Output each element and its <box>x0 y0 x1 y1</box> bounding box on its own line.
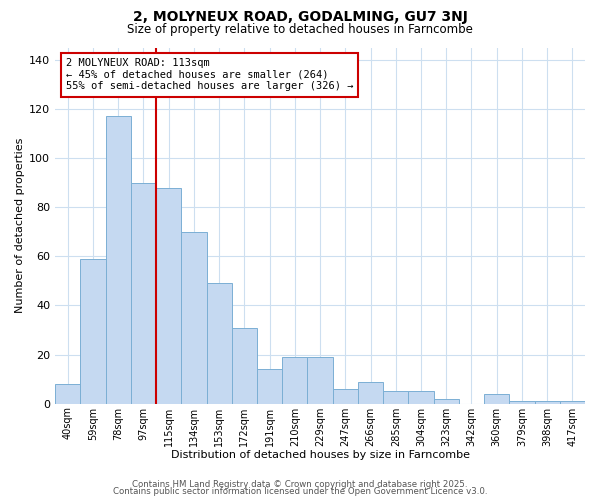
Text: Size of property relative to detached houses in Farncombe: Size of property relative to detached ho… <box>127 22 473 36</box>
Bar <box>484 394 509 404</box>
Bar <box>434 399 459 404</box>
Bar <box>232 328 257 404</box>
Bar <box>358 382 383 404</box>
Bar <box>106 116 131 404</box>
Text: 2, MOLYNEUX ROAD, GODALMING, GU7 3NJ: 2, MOLYNEUX ROAD, GODALMING, GU7 3NJ <box>133 10 467 24</box>
X-axis label: Distribution of detached houses by size in Farncombe: Distribution of detached houses by size … <box>170 450 470 460</box>
Bar <box>509 401 535 404</box>
Bar <box>156 188 181 404</box>
Bar <box>131 182 156 404</box>
Bar <box>206 284 232 404</box>
Bar <box>409 392 434 404</box>
Bar <box>257 370 282 404</box>
Y-axis label: Number of detached properties: Number of detached properties <box>15 138 25 314</box>
Text: Contains public sector information licensed under the Open Government Licence v3: Contains public sector information licen… <box>113 487 487 496</box>
Bar <box>55 384 80 404</box>
Bar <box>332 389 358 404</box>
Text: Contains HM Land Registry data © Crown copyright and database right 2025.: Contains HM Land Registry data © Crown c… <box>132 480 468 489</box>
Bar <box>282 357 307 404</box>
Bar <box>181 232 206 404</box>
Bar <box>80 259 106 404</box>
Bar <box>535 401 560 404</box>
Bar <box>560 401 585 404</box>
Bar <box>383 392 409 404</box>
Bar <box>307 357 332 404</box>
Text: 2 MOLYNEUX ROAD: 113sqm
← 45% of detached houses are smaller (264)
55% of semi-d: 2 MOLYNEUX ROAD: 113sqm ← 45% of detache… <box>66 58 353 92</box>
